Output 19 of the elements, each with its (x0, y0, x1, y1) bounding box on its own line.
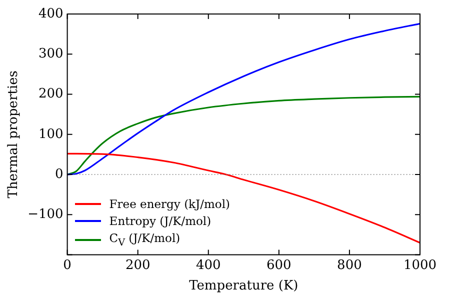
x-tick-label: 200 (125, 258, 150, 273)
x-tick-label: 600 (266, 258, 292, 273)
y-tick-label: −100 (28, 207, 64, 222)
line-series (67, 96, 420, 176)
legend-label: Free energy (kJ/mol) (109, 196, 230, 213)
y-tick-label: 0 (55, 166, 64, 182)
y-tick-label: 200 (38, 86, 64, 102)
legend-label: C$_{V}$ (J/K/mol) (109, 230, 180, 250)
x-tick-label: 400 (196, 258, 221, 273)
x-axis-title: Temperature (K) (189, 278, 298, 294)
line-series (67, 152, 420, 244)
y-tick-label: 400 (38, 6, 64, 22)
x-tick-label: 800 (337, 258, 362, 273)
line-series (67, 22, 420, 176)
y-tick-label: 300 (38, 46, 64, 62)
x-tick-label: 1000 (403, 258, 437, 273)
y-tick-label: 100 (38, 126, 64, 142)
y-axis-title: Thermal properties (6, 70, 22, 198)
legend-label: Entropy (J/K/mol) (109, 212, 212, 230)
